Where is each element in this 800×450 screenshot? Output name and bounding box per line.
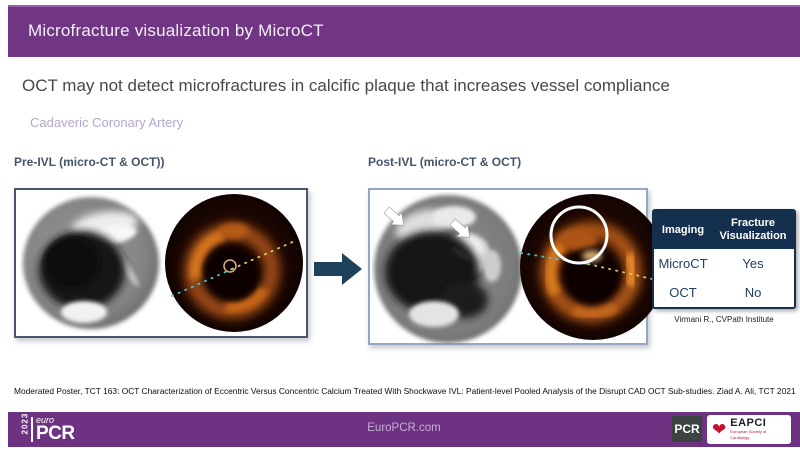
table-header-fracture-visualization: Fracture Visualization [712,211,794,250]
europcr-url: EuroPCR.com [367,422,441,434]
fracture-arrow-2 [449,218,471,238]
eapci-logo: ❤ EAPCI European Society of Cardiology [707,415,791,444]
ivl-transition-arrow [314,253,362,285]
table-header-imaging: Imaging [654,211,712,250]
cell-modality: OCT [654,278,712,308]
pre-ivl-microct-image [23,197,159,329]
post-ivl-oct-image [520,194,666,340]
sub-heading: Cadaveric Coronary Artery [30,115,184,130]
table-row: OCT No [654,278,794,308]
eapci-name: EAPCI [730,417,767,430]
logo-separator [31,417,33,442]
post-ivl-panel [368,188,666,345]
header-bar: Microfracture visualization by MicroCT [8,5,800,57]
post-ivl-microct-image [374,195,522,343]
fracture-table: Imaging Fracture Visualization MicroCT Y… [652,209,796,324]
cell-visualization: No [712,278,794,308]
cell-visualization: Yes [712,249,794,279]
cell-modality: MicroCT [654,249,712,279]
bottom-bar: 2023 euro PCR EuroPCR.com PCR ❤ EAPCI Eu… [8,412,800,447]
pre-ivl-label: Pre-IVL (micro-CT & OCT)) [14,155,165,169]
pcr-logo: PCR [672,416,702,442]
europcr-2023-logo: 2023 euro PCR [20,413,76,445]
logo-euro-text: euro [36,415,55,426]
eapci-tagline: European Society of Cardiology [730,429,767,440]
oct-annotation-circle [549,205,609,265]
post-ivl-label: Post-IVL (micro-CT & OCT) [368,155,522,169]
table-row: MicroCT Yes [654,249,794,279]
fracture-arrow-1 [383,206,405,226]
pre-ivl-panel [14,188,308,338]
table-caption: Virmani R., CVPath Institute [674,315,774,325]
main-heading: OCT may not detect microfractures in cal… [22,76,670,95]
pre-ivl-oct-image [165,194,303,332]
logo-pcr-text: PCR [36,423,75,445]
footnote-citation: Moderated Poster, TCT 163: OCT Character… [14,386,796,396]
heart-icon: ❤ [712,420,727,439]
slide-title: Microfracture visualization by MicroCT [28,21,324,40]
